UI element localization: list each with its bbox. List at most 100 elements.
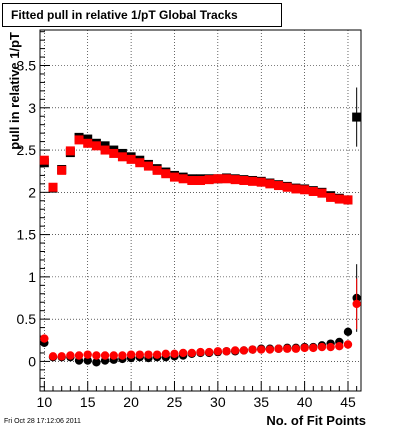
data-point-square: [74, 135, 84, 145]
data-point-circle: [57, 352, 66, 361]
data-point-circle: [92, 351, 101, 360]
data-point-circle: [144, 350, 153, 359]
chart-title-box: Fitted pull in relative 1/pT Global Trac…: [2, 3, 282, 27]
plot-frame: [39, 29, 362, 392]
data-point-square: [39, 155, 49, 165]
data-point-square: [352, 112, 362, 122]
data-point-square: [143, 161, 153, 171]
data-point-square: [256, 177, 266, 187]
data-point-square: [291, 184, 301, 194]
y-tick-label: 2: [28, 184, 36, 200]
data-point-circle: [309, 343, 318, 353]
data-point-square: [126, 154, 136, 164]
data-point-circle: [74, 351, 84, 360]
data-point-circle: [196, 347, 205, 357]
data-point-circle: [274, 344, 283, 353]
data-point-square: [204, 175, 214, 185]
y-axis-label: pull in relative 1/pT: [7, 32, 22, 150]
data-point-square: [57, 165, 67, 175]
x-tick-label: 25: [167, 394, 183, 410]
y-tick-label: 0: [28, 353, 36, 369]
data-point-circle: [161, 349, 170, 359]
data-point-circle: [317, 342, 327, 352]
data-point-square: [300, 185, 310, 195]
data-point-square: [48, 182, 58, 192]
data-point-circle: [231, 346, 240, 355]
data-point-circle: [152, 350, 162, 359]
data-point-square: [274, 181, 284, 191]
data-point-square: [308, 186, 318, 196]
data-point-circle: [178, 348, 188, 358]
data-point-square: [187, 175, 197, 185]
y-tick-label: 3: [28, 100, 36, 116]
data-point-square: [91, 141, 101, 151]
data-point-circle: [118, 351, 127, 360]
data-point-circle: [326, 342, 335, 352]
data-point-circle: [291, 344, 301, 353]
x-tick-label: 35: [253, 394, 269, 410]
x-tick-label: 10: [37, 394, 53, 410]
data-point-circle: [335, 341, 344, 351]
data-point-square: [265, 179, 275, 189]
data-point-square: [282, 182, 292, 192]
x-tick-label: 40: [297, 394, 313, 410]
data-point-square: [169, 172, 179, 182]
data-point-square: [222, 174, 232, 184]
data-point-square: [117, 152, 127, 162]
data-point-circle: [48, 352, 58, 361]
data-point-circle: [204, 347, 214, 357]
data-point-circle: [300, 343, 309, 353]
chart-title: Fitted pull in relative 1/pT Global Trac…: [11, 8, 238, 22]
data-point-circle: [126, 350, 136, 359]
y-tick-label: 1: [28, 269, 36, 285]
data-point-square: [196, 175, 205, 185]
data-point-square: [239, 175, 249, 185]
data-point-square: [135, 158, 145, 168]
x-tick-label: 45: [340, 394, 356, 410]
y-tick-label: 0.5: [17, 311, 37, 327]
data-point-circle: [66, 351, 75, 360]
data-point-circle: [83, 356, 92, 365]
data-point-circle: [248, 345, 257, 354]
data-point-square: [100, 145, 110, 155]
data-point-circle: [343, 340, 353, 349]
data-point-circle: [92, 358, 101, 367]
data-point-circle: [257, 345, 266, 354]
data-point-square: [161, 169, 171, 179]
y-tick-label: 2.5: [17, 142, 37, 158]
x-tick-label: 15: [80, 394, 96, 410]
data-point-square: [65, 146, 75, 156]
x-tick-label: 30: [210, 394, 226, 410]
data-point-square: [343, 195, 353, 205]
data-point-square: [178, 174, 188, 184]
data-point-circle: [343, 327, 353, 337]
data-point-circle: [239, 346, 249, 355]
data-point-square: [326, 192, 336, 202]
data-point-square: [230, 175, 240, 185]
y-tick-label: 3.5: [17, 58, 37, 74]
y-tick-label: 1.5: [17, 227, 37, 243]
data-point-circle: [170, 349, 179, 359]
data-point-circle: [83, 350, 92, 359]
data-point-square: [334, 194, 344, 204]
data-point-square: [213, 174, 223, 184]
data-point-square: [152, 165, 162, 175]
data-point-square: [109, 148, 119, 158]
data-point-circle: [187, 348, 197, 358]
data-point-circle: [40, 334, 49, 343]
data-point-circle: [265, 345, 275, 354]
data-point-square: [317, 188, 327, 198]
data-point-square: [83, 138, 93, 148]
x-tick-label: 20: [123, 394, 139, 410]
x-axis-label: No. of Fit Points: [266, 413, 366, 428]
data-point-circle: [283, 344, 292, 353]
data-point-circle: [352, 299, 361, 309]
data-point-circle: [222, 347, 231, 356]
data-point-circle: [135, 350, 144, 359]
data-point-circle: [100, 351, 110, 360]
data-point-square: [248, 176, 258, 186]
datestamp: Fri Oct 28 17:12:06 2011: [4, 418, 81, 425]
data-point-circle: [109, 351, 118, 360]
data-point-circle: [213, 347, 223, 356]
